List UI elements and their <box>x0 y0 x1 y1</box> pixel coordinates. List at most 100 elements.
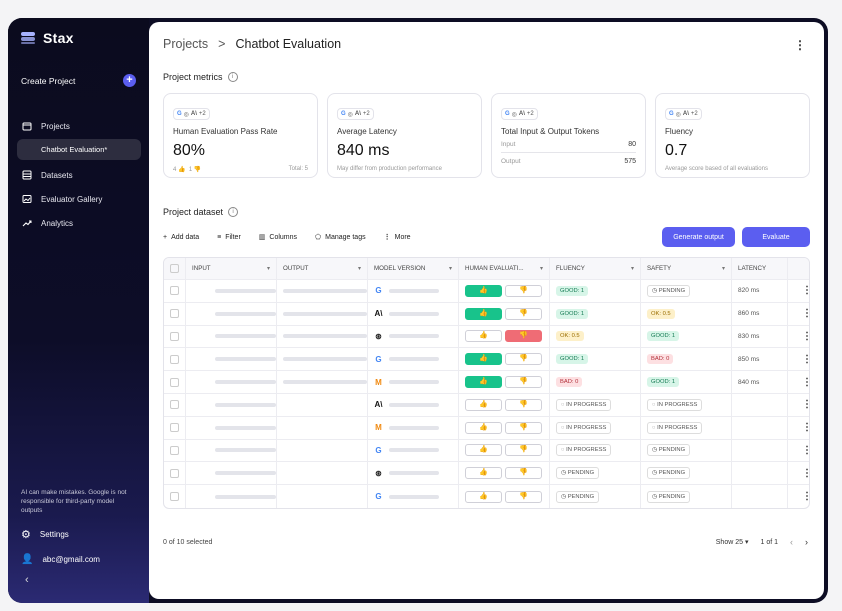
row-checkbox[interactable] <box>170 286 179 296</box>
row-checkbox[interactable] <box>170 445 179 455</box>
thumbs-down-button[interactable]: 👎 <box>505 353 542 366</box>
row-menu-icon[interactable]: ⋮ <box>794 354 809 365</box>
cell-output[interactable] <box>277 302 368 325</box>
cell-model[interactable]: M <box>368 416 459 439</box>
breadcrumb-projects[interactable]: Projects <box>163 37 209 51</box>
cell-model[interactable]: ⊛ <box>368 462 459 485</box>
cell-model[interactable]: ⊛ <box>368 325 459 348</box>
row-checkbox[interactable] <box>170 423 179 433</box>
col-safety[interactable]: SAFETY ▾ <box>641 258 732 279</box>
row-checkbox[interactable] <box>170 309 179 319</box>
thumbs-up-button[interactable]: 👍 <box>465 307 502 320</box>
col-input[interactable]: INPUT ▾ <box>186 258 277 279</box>
row-menu-icon[interactable]: ⋮ <box>794 422 809 433</box>
prev-page-icon[interactable]: ‹ <box>790 537 793 547</box>
select-all-checkbox[interactable] <box>170 264 179 273</box>
add-data-button[interactable]: + Add data <box>163 233 200 241</box>
cell-output[interactable] <box>277 439 368 462</box>
cell-input[interactable] <box>186 393 277 416</box>
model-chips[interactable]: G ◎ A\ +2 <box>665 108 702 120</box>
thumbs-up-button[interactable]: 👍 <box>465 490 502 503</box>
thumbs-down-button[interactable]: 👎 <box>505 467 542 480</box>
row-menu-icon[interactable]: ⋮ <box>794 399 809 410</box>
cell-input[interactable] <box>186 348 277 371</box>
cell-input[interactable] <box>186 302 277 325</box>
cell-model[interactable]: G <box>368 280 459 302</box>
cell-model[interactable]: A\ <box>368 302 459 325</box>
cell-output[interactable] <box>277 280 368 302</box>
cell-output[interactable] <box>277 393 368 416</box>
cell-input[interactable] <box>186 485 277 508</box>
table-row[interactable]: G 👍👎 GOOD: 1 ◷ PENDING 820 ms ⋮ <box>164 280 809 303</box>
evaluate-button[interactable]: Evaluate <box>742 227 810 247</box>
cell-input[interactable] <box>186 439 277 462</box>
thumbs-down-button[interactable]: 👎 <box>505 490 542 503</box>
thumbs-up-button[interactable]: 👍 <box>465 353 502 366</box>
thumbs-up-button[interactable]: 👍 <box>465 398 502 411</box>
col-latency[interactable]: LATENCY <box>732 258 788 279</box>
thumbs-down-button[interactable]: 👎 <box>505 284 542 297</box>
cell-model[interactable]: A\ <box>368 393 459 416</box>
row-menu-icon[interactable]: ⋮ <box>794 285 809 296</box>
cell-model[interactable]: G <box>368 439 459 462</box>
row-menu-icon[interactable]: ⋮ <box>794 377 809 388</box>
generate-output-button[interactable]: Generate output <box>662 227 735 247</box>
row-checkbox[interactable] <box>170 468 179 478</box>
cell-input[interactable] <box>186 280 277 302</box>
table-row[interactable]: A\ 👍👎 GOOD: 1 OK: 0.5 860 ms ⋮ <box>164 302 809 326</box>
row-checkbox[interactable] <box>170 377 179 387</box>
thumbs-up-button[interactable]: 👍 <box>465 284 502 297</box>
cell-output[interactable] <box>277 416 368 439</box>
info-icon[interactable]: i <box>228 207 239 217</box>
model-chips[interactable]: G ◎ A\ +2 <box>337 108 374 120</box>
sidebar-item-projects[interactable]: Projects <box>17 114 141 138</box>
cell-output[interactable] <box>277 371 368 393</box>
col-fluency[interactable]: FLUENCY ▾ <box>550 258 641 279</box>
cell-model[interactable]: M <box>368 371 459 393</box>
cell-output[interactable] <box>277 462 368 485</box>
cell-model[interactable]: G <box>368 348 459 371</box>
sidebar-item-datasets[interactable]: Datasets <box>17 163 141 187</box>
thumbs-up-button[interactable]: 👍 <box>465 421 502 434</box>
settings-item[interactable]: ⚙ Settings <box>21 522 141 547</box>
table-row[interactable]: G 👍👎 GOOD: 1 BAD: 0 850 ms ⋮ <box>164 348 809 372</box>
thumbs-down-button[interactable]: 👎 <box>505 330 542 343</box>
sidebar-item-analytics[interactable]: Analytics <box>17 211 141 235</box>
more-button[interactable]: ⋮ More <box>383 233 411 242</box>
table-row[interactable]: A\ 👍👎 ◌ IN PROGRESS ◌ IN PROGRESS ⋮ <box>164 393 809 417</box>
next-page-icon[interactable]: › <box>805 537 808 547</box>
col-output[interactable]: OUTPUT ▾ <box>277 258 368 279</box>
model-chips[interactable]: G ◎ A\ +2 <box>173 108 210 120</box>
row-checkbox[interactable] <box>170 400 179 410</box>
page-size-select[interactable]: Show 25 ▾ <box>715 539 749 546</box>
cell-output[interactable] <box>277 325 368 348</box>
row-menu-icon[interactable]: ⋮ <box>794 308 809 319</box>
row-menu-icon[interactable]: ⋮ <box>794 331 809 342</box>
cell-output[interactable] <box>277 485 368 508</box>
cell-input[interactable] <box>186 371 277 393</box>
thumbs-down-button[interactable]: 👎 <box>505 307 542 320</box>
row-checkbox[interactable] <box>170 331 179 341</box>
create-project-row[interactable]: Create Project + <box>21 74 136 87</box>
thumbs-down-button[interactable]: 👎 <box>505 376 542 389</box>
columns-button[interactable]: ▥ Columns <box>258 233 298 242</box>
table-row[interactable]: G 👍👎 ◷ PENDING ◷ PENDING ⋮ <box>164 485 809 508</box>
table-row[interactable]: ⊛ 👍👎 OK: 0.5 GOOD: 1 830 ms ⋮ <box>164 325 809 349</box>
thumbs-up-button[interactable]: 👍 <box>465 444 502 457</box>
row-menu-icon[interactable]: ⋮ <box>794 445 809 456</box>
thumbs-down-button[interactable]: 👎 <box>505 444 542 457</box>
cell-output[interactable] <box>277 348 368 371</box>
collapse-sidebar-icon[interactable]: ‹ <box>25 574 29 586</box>
more-options-icon[interactable]: ⋮ <box>794 38 806 52</box>
row-checkbox[interactable] <box>170 492 179 502</box>
thumbs-up-button[interactable]: 👍 <box>465 330 502 343</box>
table-row[interactable]: M 👍👎 ◌ IN PROGRESS ◌ IN PROGRESS ⋮ <box>164 416 809 440</box>
table-row[interactable]: G 👍👎 ◌ IN PROGRESS ◷ PENDING ⋮ <box>164 439 809 463</box>
table-row[interactable]: ⊛ 👍👎 ◷ PENDING ◷ PENDING ⋮ <box>164 462 809 486</box>
thumbs-up-button[interactable]: 👍 <box>465 376 502 389</box>
brand[interactable]: Stax <box>21 30 74 46</box>
info-icon[interactable]: i <box>227 72 238 82</box>
row-menu-icon[interactable]: ⋮ <box>794 491 809 502</box>
thumbs-down-button[interactable]: 👎 <box>505 398 542 411</box>
cell-input[interactable] <box>186 416 277 439</box>
